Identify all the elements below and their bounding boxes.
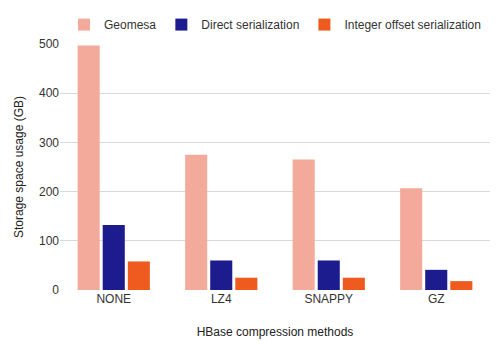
svg-text:Direct serialization: Direct serialization [201,18,299,32]
svg-text:LZ4: LZ4 [211,292,232,306]
svg-text:400: 400 [39,86,59,100]
svg-text:500: 500 [39,37,59,51]
svg-text:300: 300 [39,136,59,150]
svg-text:NONE: NONE [96,292,131,306]
svg-text:HBase compression methods: HBase compression methods [197,325,354,339]
svg-text:GZ: GZ [428,292,445,306]
svg-text:100: 100 [39,234,59,248]
svg-text:200: 200 [39,185,59,199]
svg-text:Integer offset serialization: Integer offset serialization [344,18,481,32]
svg-text:Storage space usage (GB): Storage space usage (GB) [12,96,26,238]
svg-text:Geomesa: Geomesa [104,18,156,32]
svg-text:0: 0 [52,283,59,297]
svg-text:SNAPPY: SNAPPY [304,292,353,306]
